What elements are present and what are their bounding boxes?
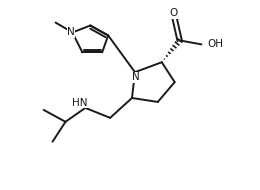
Text: HN: HN [72, 98, 87, 108]
Text: O: O [170, 8, 178, 18]
Text: OH: OH [207, 39, 223, 49]
Text: N: N [67, 28, 75, 37]
Text: N: N [132, 72, 139, 82]
